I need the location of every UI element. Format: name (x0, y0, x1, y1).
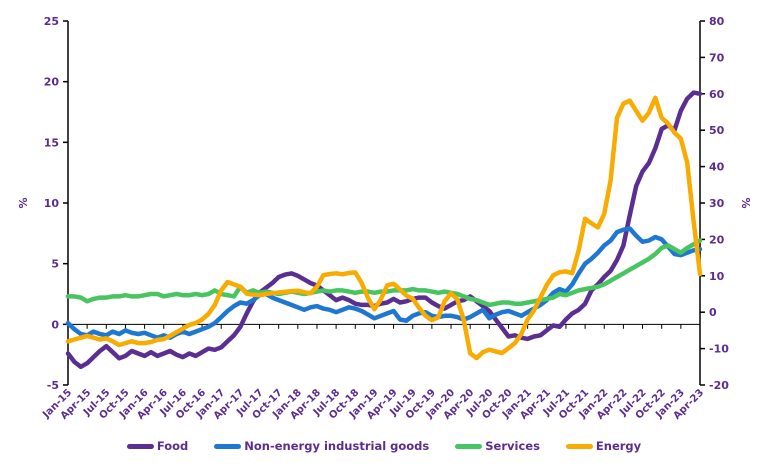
right-axis-tick-label: 30 (709, 197, 725, 210)
series-line-food (65, 90, 703, 370)
right-axis-tick-label: 70 (709, 51, 725, 64)
right-axis-tick-label: 40 (709, 161, 725, 174)
left-axis-tick-label: -5 (47, 379, 59, 392)
legend-swatch (455, 444, 483, 450)
right-axis-tick-label: 0 (709, 306, 717, 319)
left-axis-tick-label: 25 (44, 15, 59, 28)
series-line-energy (65, 95, 703, 361)
x-axis-ticks: Jan-15Apr-15Jul-15Oct-15Jan-16Apr-16Jul-… (40, 324, 706, 422)
right-axis-ticks: 80 70 60 50 40 30 20 10 0 -10 -20 (700, 15, 729, 392)
right-axis-tick-label: 60 (709, 88, 725, 101)
legend-item-food: Food (126, 439, 189, 453)
chart-legend: Food Non-energy industrial goods Services E… (0, 439, 768, 453)
right-axis-tick-label: 80 (709, 15, 725, 28)
right-axis-tick-label: 20 (709, 233, 725, 246)
left-axis-tick-label: 20 (44, 76, 60, 89)
right-axis-tick-label: -20 (709, 379, 729, 392)
legend-label: Services (485, 439, 540, 453)
legend-label: Energy (595, 439, 642, 453)
legend-swatch (126, 444, 154, 450)
right-axis-title: % (739, 197, 752, 208)
left-axis-tick-label: 10 (44, 197, 60, 210)
right-axis-tick-label: -10 (709, 343, 729, 356)
legend-label: Non-energy industrial goods (244, 439, 430, 453)
legend-item-energy: Energy (565, 439, 642, 453)
chart-plot-area: 2520151050-580706050403020100-10-20Jan-1… (40, 15, 729, 422)
legend-label: Food (156, 439, 189, 453)
left-axis-tick-label: 0 (51, 318, 59, 331)
left-axis-ticks: 25 20 15 10 5 0 -5 (44, 15, 68, 392)
left-axis-tick-label: 5 (51, 258, 59, 271)
legend-item-services: Services (455, 439, 540, 453)
left-axis-title: % (17, 197, 30, 208)
legend-swatch (565, 444, 593, 450)
right-axis-tick-label: 10 (709, 270, 725, 283)
legend-item-non-energy-industrial-goods: Non-energy industrial goods (214, 439, 430, 453)
legend-swatch (214, 444, 242, 450)
left-axis-tick-label: 15 (44, 136, 59, 149)
right-axis-tick-label: 50 (709, 124, 725, 137)
